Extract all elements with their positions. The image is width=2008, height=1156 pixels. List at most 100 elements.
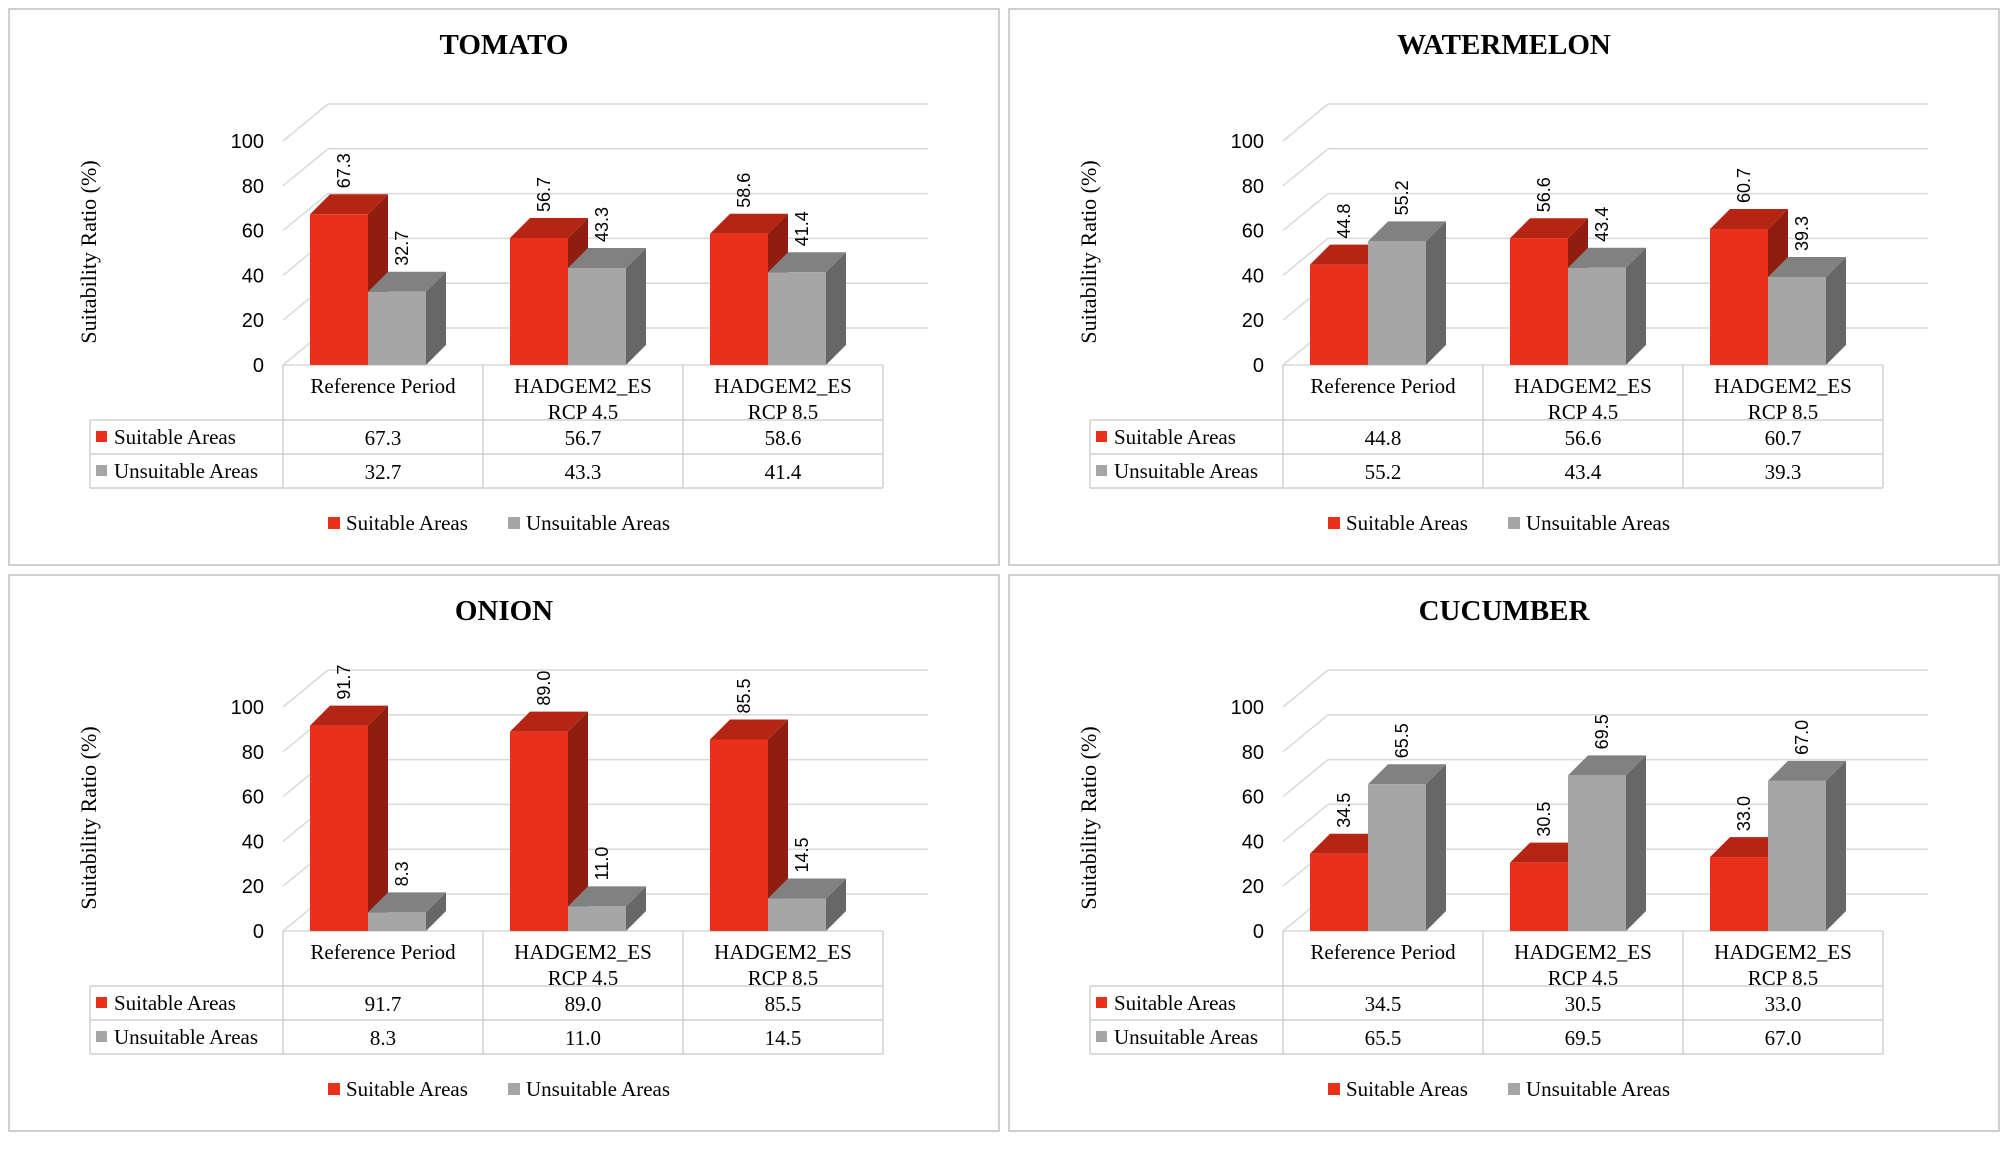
gridline-depth [1282,193,1329,232]
bar-suitable-areas-0-side [368,705,388,931]
category-label: HADGEM2_ES [1514,374,1652,398]
legend-label-suitable-areas: Suitable Areas [346,511,468,535]
table-cell: 91.7 [365,992,402,1016]
table-cell: 55.2 [1365,460,1402,484]
category-label: HADGEM2_ES [714,940,852,964]
bar-suitable-areas-2-top [710,719,788,740]
legend-key-suitable-areas [328,1083,340,1095]
data-label: 89.0 [534,671,554,706]
bar-suitable-areas-1 [1510,862,1568,931]
bar-unsuitable-areas-2-side [826,252,846,365]
table-row-header: Suitable Areas [114,425,236,449]
category-label: RCP 8.5 [1748,966,1818,990]
table-cell: 60.7 [1765,426,1802,450]
gridline-depth [282,669,329,708]
bar-suitable-areas-0-top [310,194,388,215]
bar-unsuitable-areas-1-side [1626,247,1646,365]
data-label: 60.7 [1734,168,1754,203]
y-tick-label: 100 [1231,697,1264,719]
legend-label-suitable-areas: Suitable Areas [346,1077,468,1101]
bar-unsuitable-areas-1-side [1626,755,1646,931]
bar-unsuitable-areas-2 [1768,276,1826,365]
bar-unsuitable-areas-2-top [768,252,846,273]
y-tick-label: 60 [242,787,264,809]
bar-unsuitable-areas-2 [768,272,826,365]
y-tick-label: 40 [242,265,264,287]
y-tick-label: 80 [1242,742,1264,764]
table-row-header: Unsuitable Areas [114,1025,258,1049]
bar-unsuitable-areas-0 [1368,784,1426,931]
chart-title: CUCUMBER [1419,595,1591,627]
bar-unsuitable-areas-0-side [1426,764,1446,931]
category-label: RCP 4.5 [548,400,618,424]
bar-suitable-areas-2 [1710,229,1768,365]
bar-suitable-areas-1-top [510,711,588,732]
bar-unsuitable-areas-2-side [826,878,846,931]
bar-unsuitable-areas-0-top [368,892,446,913]
bar-unsuitable-areas-0-side [426,892,446,931]
legend-key-unsuitable-areas [508,1083,520,1095]
legend-key-suitable-areas [1328,1083,1340,1095]
legend-label-unsuitable-areas: Unsuitable Areas [526,1077,670,1101]
table-legend-key [96,1031,107,1042]
category-label: Reference Period [1310,374,1456,398]
y-tick-label: 20 [242,310,264,332]
table-cell: 11.0 [565,1026,601,1050]
chart-panel-onion: ONION Suitability Ratio (%) 0 20 40 60 80 100 91… [8,574,1000,1132]
y-tick-label: 60 [1242,787,1264,809]
data-label: 43.4 [1592,207,1612,242]
bar-unsuitable-areas-2-side [1826,256,1846,365]
y-tick-label: 0 [1253,355,1264,377]
legend-key-suitable-areas [328,517,340,529]
table-cell: 58.6 [765,426,802,450]
chart-svg-cucumber: CUCUMBER Suitability Ratio (%) 0 20 40 60 80 10… [1076,595,1928,1101]
bar-unsuitable-areas-1-top [568,886,646,907]
gridline-depth [282,193,329,232]
bar-unsuitable-areas-0 [368,291,426,365]
chart-svg-onion: ONION Suitability Ratio (%) 0 20 40 60 80 100 91… [76,595,928,1101]
legend-label-suitable-areas: Suitable Areas [1346,1077,1468,1101]
data-label: 55.2 [1392,180,1412,215]
table-row-header: Suitable Areas [1114,991,1236,1015]
bar-suitable-areas-0-top [310,705,388,726]
bar-unsuitable-areas-1 [568,906,626,931]
table-row-header: Unsuitable Areas [1114,459,1258,483]
data-label: 43.3 [592,207,612,242]
bar-unsuitable-areas-1-top [1568,755,1646,776]
gridline-depth [1282,237,1329,276]
y-axis-label: Suitability Ratio (%) [76,160,101,343]
data-label: 67.3 [334,153,354,188]
table-legend-key [1096,1031,1107,1042]
table-cell: 56.7 [565,426,602,450]
bar-suitable-areas-2 [1710,857,1768,931]
table-row-header: Unsuitable Areas [114,459,258,483]
data-label: 44.8 [1334,204,1354,239]
gridline-depth [1282,714,1329,753]
table-legend-key [96,465,107,476]
table-cell: 56.6 [1565,426,1602,450]
chart-panel-tomato: TOMATO Suitability Ratio (%) 0 20 40 60 80 100 6… [8,8,1000,566]
bar-suitable-areas-1 [510,237,568,365]
gridline-depth [1282,148,1329,187]
bar-suitable-areas-2-side [768,719,788,931]
legend-label-unsuitable-areas: Unsuitable Areas [1526,1077,1670,1101]
y-tick-label: 40 [1242,265,1264,287]
data-label: 67.0 [1792,720,1812,755]
data-label: 8.3 [392,861,412,886]
bar-suitable-areas-1-top [1510,218,1588,239]
data-label: 34.5 [1334,793,1354,828]
table-row-header: Unsuitable Areas [1114,1025,1258,1049]
gridline-depth [282,103,329,142]
y-tick-label: 0 [253,355,264,377]
category-label: HADGEM2_ES [1714,940,1852,964]
bar-unsuitable-areas-1 [1568,775,1626,931]
category-label: RCP 4.5 [548,966,618,990]
table-cell: 34.5 [1365,992,1402,1016]
bar-unsuitable-areas-2 [768,898,826,931]
y-tick-label: 0 [1253,921,1264,943]
bar-suitable-areas-2 [710,739,768,931]
bar-unsuitable-areas-0 [1368,241,1426,365]
table-cell: 65.5 [1365,1026,1402,1050]
y-tick-label: 100 [231,131,264,153]
bar-suitable-areas-1 [1510,238,1568,365]
